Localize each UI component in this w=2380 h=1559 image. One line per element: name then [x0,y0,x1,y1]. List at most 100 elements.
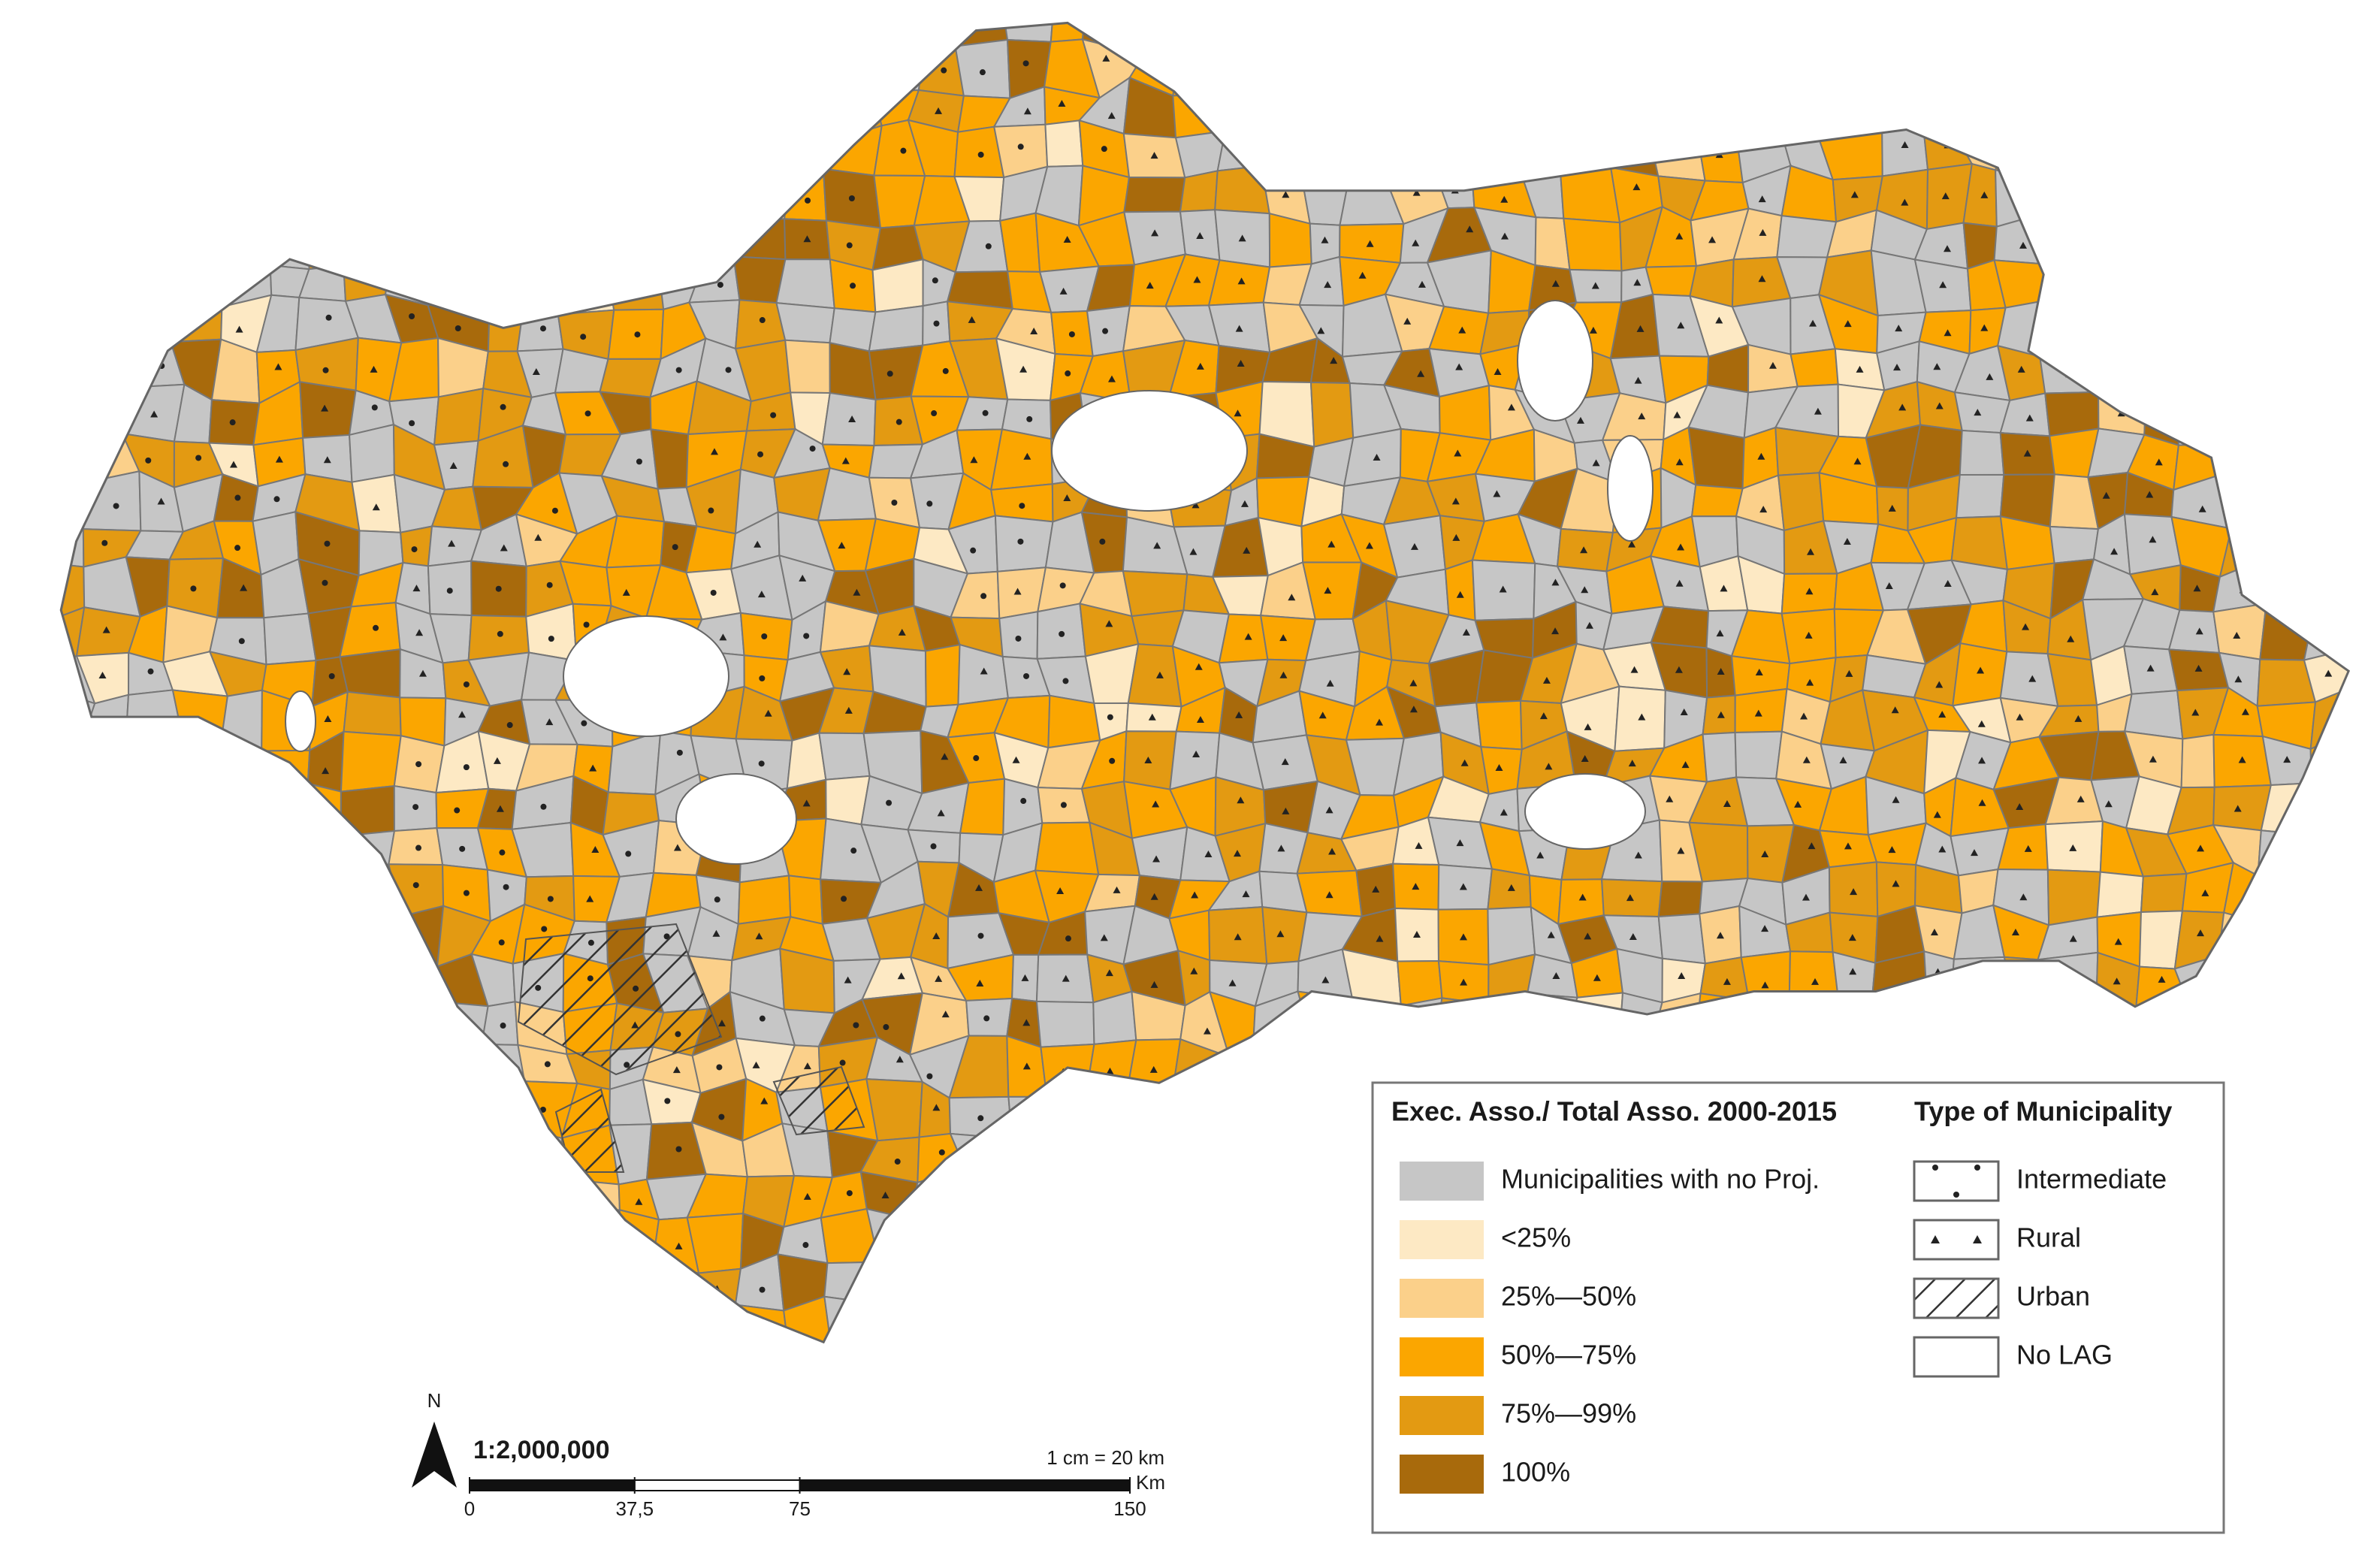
municipality [308,219,352,270]
municipality [2123,75,2185,137]
municipality [225,172,273,222]
municipality [1826,989,1874,1056]
municipality [2055,123,2098,185]
symbol [12,325,18,331]
scale-note: 1 cm = 20 km [1047,1446,1164,1469]
symbol [1986,373,1994,380]
symbol [759,1286,766,1293]
symbol [2109,104,2117,111]
municipality [2347,648,2349,703]
municipality [731,1340,790,1343]
symbol [2328,1235,2336,1243]
symbol [980,593,987,600]
symbol [1629,932,1637,940]
symbol [632,148,640,156]
municipality [1734,730,1783,780]
symbol [633,1234,639,1240]
symbol [328,672,335,679]
municipality [1095,1252,1131,1308]
municipality [438,1043,483,1098]
symbol [2333,1367,2340,1373]
symbol [2368,1326,2375,1333]
municipality [656,1340,704,1343]
symbol [591,14,597,20]
municipality [557,1209,621,1261]
symbol [1107,1228,1115,1235]
municipality [76,1227,125,1263]
municipality [2079,23,2146,37]
symbol [1246,1197,1254,1204]
symbol [674,1367,681,1373]
municipality [998,610,1039,660]
municipality [1645,264,1698,298]
municipality [1399,1035,1436,1089]
symbol [844,976,852,983]
symbol [1458,326,1466,334]
symbol [796,144,802,150]
municipality [2356,874,2380,926]
municipality [1216,23,1268,38]
symbol [539,1106,546,1113]
symbol [368,1243,375,1249]
symbol [1277,1149,1285,1156]
municipality [1777,77,1840,140]
symbol [1933,363,1941,370]
symbol [1321,236,1329,243]
municipality [2225,293,2276,357]
municipality [821,391,877,447]
symbol [448,539,456,547]
municipality [2346,1177,2349,1232]
symbol [799,574,807,582]
municipality [2261,558,2315,614]
symbol [2067,635,2075,642]
legend-label: <25% [1501,1222,1571,1253]
symbol [1066,1152,1074,1159]
legend-symbol [1974,1165,1980,1171]
symbol [539,325,546,332]
symbol [2369,65,2376,71]
municipality [382,905,445,968]
symbol [1853,458,1862,465]
symbol [2238,1013,2246,1020]
municipality [125,735,186,793]
municipality [2168,23,2226,55]
symbol [1628,760,1636,767]
municipality [1095,1208,1126,1274]
symbol [26,198,33,204]
symbol [1795,24,1803,32]
symbol [933,320,940,327]
symbol [1634,851,1642,859]
municipality [615,32,663,96]
municipality [603,255,665,311]
municipality [962,1267,999,1319]
symbol [714,1322,720,1328]
municipality [298,36,351,92]
municipality [74,1125,129,1174]
symbol [803,633,810,639]
municipality [5,1123,53,1167]
symbol [358,1419,364,1425]
symbol [973,755,980,762]
symbol [1155,671,1164,678]
municipality [61,355,79,404]
symbol [1409,705,1418,713]
municipality [433,180,484,221]
symbol [764,709,772,717]
symbol [582,1334,589,1341]
municipality [648,171,699,216]
symbol [1633,279,1642,286]
symbol [200,1407,206,1413]
symbol [2195,627,2203,635]
symbol [234,494,241,501]
symbol [23,1329,29,1335]
symbol [1279,54,1288,62]
symbol [2028,1014,2036,1021]
symbol [1759,506,1768,513]
symbol [1195,663,1203,670]
symbol [183,67,192,74]
symbol [716,1064,723,1071]
municipality [220,1388,261,1437]
municipality [61,520,85,568]
symbol [583,621,590,628]
municipality [2270,77,2309,128]
